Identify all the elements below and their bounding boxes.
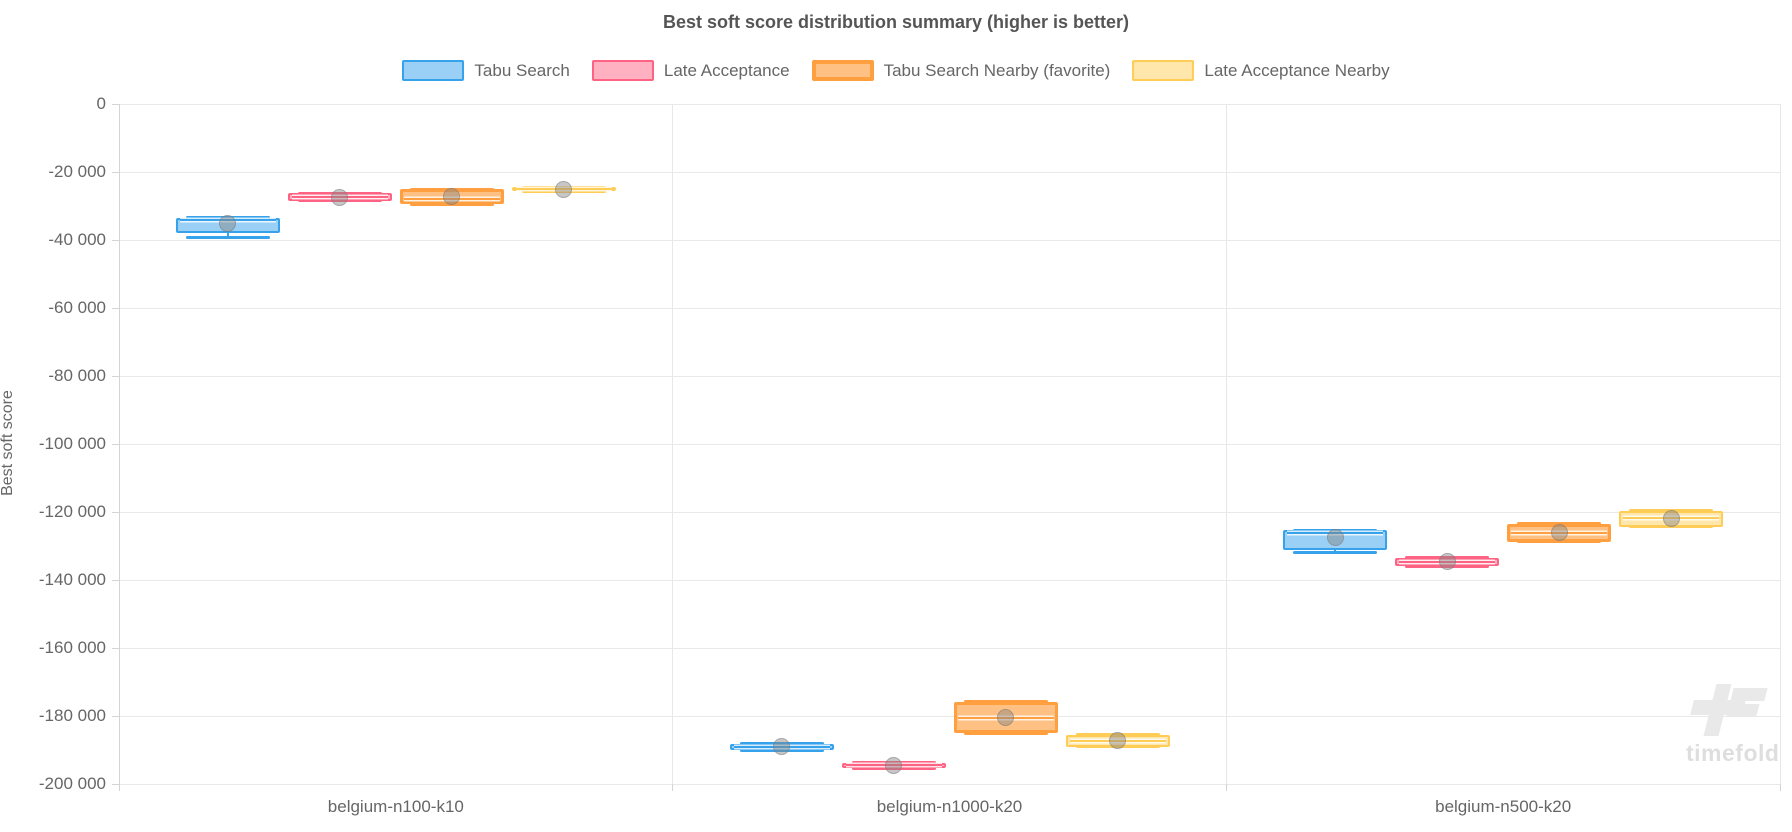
legend-swatch-icon [811,60,874,81]
x-category-label: belgium-n100-k10 [327,797,464,816]
y-tick-label: -100 000 [38,434,106,453]
mean-dot [1109,732,1126,750]
legend-item-tabu-search[interactable]: Tabu Search [402,60,570,81]
y-tick-mark [112,579,119,581]
gridline [119,443,1780,445]
gridline [119,511,1780,513]
panel-separator [672,104,674,784]
y-axis-line [119,104,120,791]
gridline [119,103,1780,105]
legend-label: Tabu Search [474,60,570,80]
panel-separator [1225,104,1227,784]
timefold-watermark: timefold [1686,680,1780,766]
whisker-cap [1293,550,1378,554]
y-tick-mark [112,307,119,309]
mean-dot [885,756,902,774]
mean-dot [443,187,461,205]
mean-dot [1438,553,1456,571]
y-tick-mark [112,511,119,513]
y-tick-mark [112,103,119,105]
whisker [226,232,229,238]
y-tick-mark [112,647,119,649]
x-category-label: belgium-n500-k20 [1435,797,1572,816]
y-tick-label: -80 000 [48,366,106,385]
x-tick-mark [118,784,120,791]
y-tick-label: -140 000 [38,570,106,589]
mean-dot [1550,524,1568,542]
y-tick-mark [112,375,119,377]
y-axis-title: Best soft score [0,390,16,496]
x-tick-mark [672,784,674,791]
gridline [119,783,1780,785]
legend-item-late-acceptance[interactable]: Late Acceptance [591,60,790,81]
gridline [119,579,1780,581]
y-tick-mark [112,715,119,717]
y-tick-label: -40 000 [48,230,106,249]
y-tick-mark [112,443,119,445]
mean-dot [1326,529,1344,547]
gridline [119,375,1780,377]
gridline [119,239,1780,241]
y-tick-mark [112,783,119,785]
mean-dot [1662,510,1680,528]
legend-swatch-icon [591,60,654,81]
legend-label: Tabu Search Nearby (favorite) [883,60,1111,80]
mean-dot [555,180,573,198]
y-tick-mark [112,239,119,241]
chart-title: Best soft score distribution summary (hi… [662,12,1130,32]
y-tick-label: -200 000 [38,774,106,793]
mean-dot [219,215,237,233]
plot-right-border [1779,104,1781,784]
gridline [119,647,1780,649]
timefold-logo-icon [1730,688,1768,701]
x-category-label: belgium-n1000-k20 [876,797,1023,816]
gridline [119,307,1780,309]
gridline [119,715,1780,717]
y-tick-mark [112,171,119,173]
mean-dot [773,738,790,756]
legend-swatch-icon [1132,60,1195,81]
y-tick-label: -160 000 [38,638,106,657]
mean-dot [997,709,1014,727]
mean-dot [331,189,349,206]
y-tick-label: 0 [96,94,106,113]
legend-item-late-acceptance-nearby[interactable]: Late Acceptance Nearby [1132,60,1390,81]
gridline [119,171,1780,173]
watermark-text: timefold [1686,740,1780,766]
timefold-logo-icon [1726,704,1760,716]
legend-label: Late Acceptance [663,60,790,80]
y-tick-label: -180 000 [38,706,106,725]
legend-swatch-icon [402,60,465,81]
whisker-cap [1517,540,1602,544]
y-tick-label: -120 000 [38,502,106,521]
legend-label: Late Acceptance Nearby [1204,60,1390,80]
x-tick-mark [1225,784,1227,791]
y-tick-label: -20 000 [48,162,106,181]
legend: Tabu Search Late Acceptance Tabu Search Ne… [0,60,1792,81]
x-tick-mark [1779,784,1781,791]
legend-item-tabu-search-nearby-favorite[interactable]: Tabu Search Nearby (favorite) [811,60,1111,81]
whisker-cap [963,731,1048,735]
whisker-cap [185,236,270,240]
y-tick-label: -60 000 [48,298,106,317]
